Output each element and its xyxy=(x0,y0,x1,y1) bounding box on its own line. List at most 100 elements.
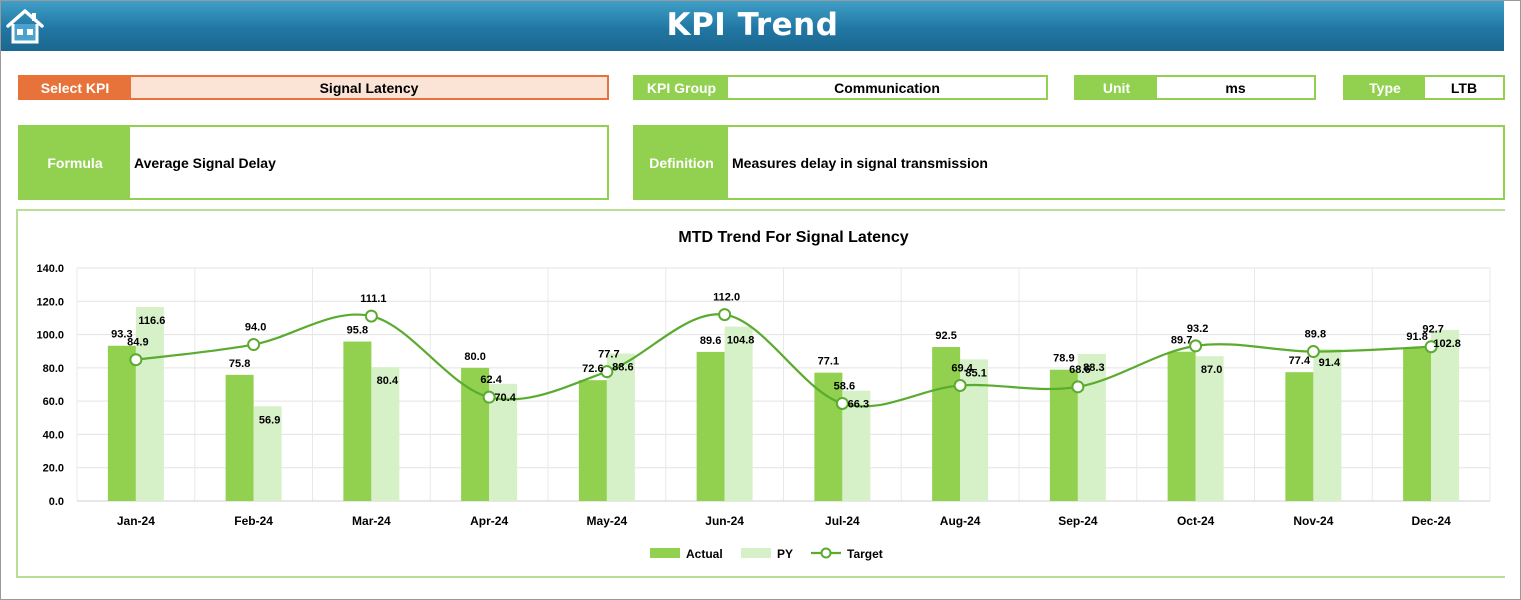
x-tick-label: May-24 xyxy=(587,514,628,528)
y-tick-label: 20.0 xyxy=(43,463,64,475)
x-tick-label: Mar-24 xyxy=(352,514,391,528)
py-data-label: 70.4 xyxy=(494,392,516,404)
actual-bar xyxy=(1049,369,1078,501)
x-tick-label: Nov-24 xyxy=(1293,514,1333,528)
actual-bar xyxy=(107,345,136,501)
legend-target-label: Target xyxy=(847,547,883,561)
formula-box: Formula Average Signal Delay xyxy=(18,125,609,200)
type-field: Type LTB xyxy=(1343,75,1505,100)
target-data-label: 112.0 xyxy=(713,292,740,304)
type-label: Type xyxy=(1345,77,1425,98)
actual-data-label: 92.5 xyxy=(935,330,956,342)
py-bar xyxy=(724,326,753,501)
type-value: LTB xyxy=(1425,77,1503,98)
unit-field: Unit ms xyxy=(1074,75,1316,100)
home-icon[interactable] xyxy=(5,7,45,45)
target-data-label: 62.4 xyxy=(480,374,502,386)
target-point xyxy=(835,396,849,410)
y-tick-label: 40.0 xyxy=(43,429,64,441)
py-bar xyxy=(842,390,871,501)
y-tick-label: 100.0 xyxy=(36,330,64,342)
actual-data-label: 80.0 xyxy=(464,351,485,363)
py-data-label: 87.0 xyxy=(1201,364,1222,376)
target-point xyxy=(1071,380,1085,394)
target-point xyxy=(953,378,967,392)
x-tick-label: Jul-24 xyxy=(825,514,860,528)
select-kpi-dropdown[interactable]: Signal Latency xyxy=(130,77,607,98)
select-kpi-label: Select KPI xyxy=(20,77,130,98)
target-data-label: 84.9 xyxy=(127,337,148,349)
legend-actual-label: Actual xyxy=(686,547,723,561)
unit-value: ms xyxy=(1157,77,1314,98)
unit-label: Unit xyxy=(1076,77,1157,98)
actual-data-label: 77.4 xyxy=(1289,355,1311,367)
py-bar xyxy=(1313,348,1342,501)
py-bar xyxy=(606,353,635,501)
py-data-label: 85.1 xyxy=(965,367,986,379)
actual-data-label: 91.8 xyxy=(1406,331,1427,343)
kpi-group-label: KPI Group xyxy=(635,77,728,98)
definition-label: Definition xyxy=(635,127,728,198)
py-bar xyxy=(135,306,164,501)
actual-data-label: 93.3 xyxy=(111,329,132,341)
chart-title: MTD Trend For Signal Latency xyxy=(678,229,908,246)
target-point xyxy=(364,309,378,323)
header-bar: KPI Trend xyxy=(1,1,1504,51)
actual-data-label: 75.8 xyxy=(229,358,250,370)
target-data-label: 89.8 xyxy=(1305,329,1326,341)
actual-data-label: 95.8 xyxy=(347,325,368,337)
definition-value: Measures delay in signal transmission xyxy=(732,154,988,171)
formula-value: Average Signal Delay xyxy=(134,154,276,171)
legend-py-label: PY xyxy=(777,547,793,561)
definition-box: Definition Measures delay in signal tran… xyxy=(633,125,1505,200)
target-data-label: 93.2 xyxy=(1187,323,1208,335)
py-bar xyxy=(489,383,518,501)
mtd-trend-chart: MTD Trend For Signal Latency 0.0 20.0 40.0 6… xyxy=(36,229,1491,561)
target-data-label: 111.1 xyxy=(360,293,386,305)
chart-container: MTD Trend For Signal Latency 0.0 20.0 40.0 6… xyxy=(16,209,1505,578)
y-tick-label: 60.0 xyxy=(43,396,64,408)
actual-bar xyxy=(461,367,490,501)
target-data-label: 69.4 xyxy=(951,362,973,374)
target-data-label: 92.7 xyxy=(1422,324,1443,336)
py-data-label: 88.6 xyxy=(612,362,633,374)
actual-bar xyxy=(225,374,254,501)
x-tick-label: Dec-24 xyxy=(1411,514,1451,528)
actual-data-label: 89.6 xyxy=(700,335,721,347)
actual-data-label: 89.7 xyxy=(1171,335,1192,347)
py-data-label: 116.6 xyxy=(138,315,165,327)
actual-bar xyxy=(1403,348,1432,501)
actual-bar xyxy=(814,372,843,501)
y-tick-label: 80.0 xyxy=(43,363,64,375)
x-tick-label: Sep-24 xyxy=(1058,514,1098,528)
kpi-group-value: Communication xyxy=(728,77,1046,98)
actual-bar xyxy=(1285,372,1314,501)
actual-bar xyxy=(1167,351,1196,501)
legend-actual-swatch xyxy=(650,548,680,558)
x-tick-label: Jan-24 xyxy=(117,514,155,528)
target-data-label: 94.0 xyxy=(245,322,266,334)
actual-bar xyxy=(932,347,961,501)
target-data-label: 58.6 xyxy=(834,380,855,392)
actual-bar xyxy=(578,380,607,501)
y-tick-label: 140.0 xyxy=(36,263,64,275)
py-bar xyxy=(1195,356,1224,501)
x-tick-label: Aug-24 xyxy=(940,514,981,528)
py-bar xyxy=(371,367,400,501)
kpi-group-field: KPI Group Communication xyxy=(633,75,1048,100)
legend-py-swatch xyxy=(741,548,771,558)
target-point xyxy=(1306,345,1320,359)
py-data-label: 66.3 xyxy=(848,399,869,411)
py-bar xyxy=(1077,354,1106,501)
py-bar xyxy=(1431,329,1460,501)
py-data-label: 91.4 xyxy=(1319,357,1341,369)
x-tick-label: Oct-24 xyxy=(1177,514,1215,528)
target-point xyxy=(482,390,496,404)
target-point xyxy=(247,338,261,352)
actual-bar xyxy=(343,341,372,501)
actual-data-label: 72.6 xyxy=(582,363,603,375)
actual-data-label: 78.9 xyxy=(1053,353,1074,365)
x-tick-label: Apr-24 xyxy=(470,514,508,528)
select-kpi-field: Select KPI Signal Latency xyxy=(18,75,609,100)
py-bar xyxy=(253,406,282,501)
